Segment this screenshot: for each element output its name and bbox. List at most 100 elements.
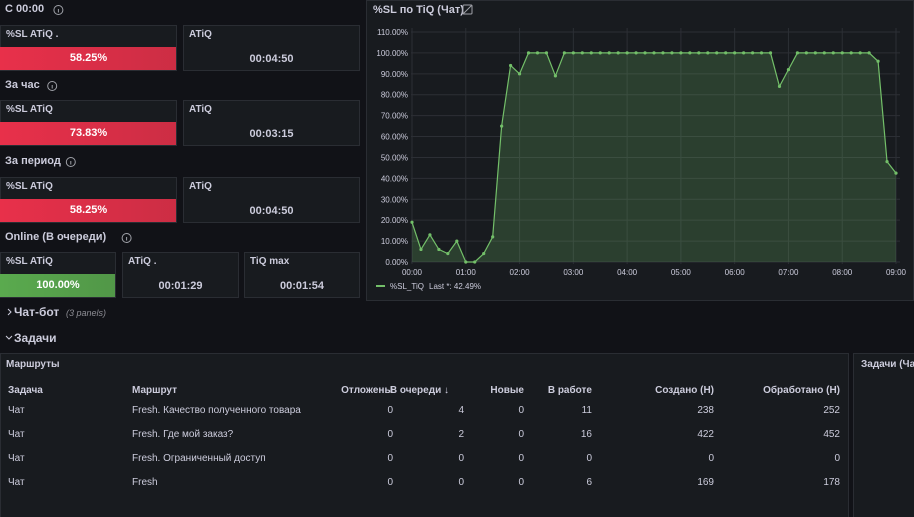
stat-panel — [122, 252, 239, 298]
table-cell: 16 — [580, 429, 592, 440]
table-cell: Fresh — [132, 477, 158, 488]
table-header: Новые — [490, 385, 524, 396]
table-cell: 452 — [823, 429, 840, 440]
table-cell: 0 — [387, 477, 393, 488]
point — [562, 51, 566, 55]
point — [616, 51, 620, 55]
table-cell: Чат — [8, 405, 25, 416]
mini-panel — [853, 353, 914, 517]
table-cell: 0 — [458, 477, 464, 488]
mini-title: Задачи (Ча — [861, 359, 914, 370]
table-cell: Fresh. Где мой заказ? — [132, 429, 234, 440]
chart-title: %SL по TiQ (Чат) — [373, 4, 464, 16]
point — [625, 51, 629, 55]
chevron[interactable] — [5, 335, 13, 340]
table-cell: 0 — [708, 453, 714, 464]
point — [410, 220, 414, 224]
y-tick-label: 40.00% — [381, 174, 408, 183]
point — [437, 247, 441, 252]
point — [715, 51, 719, 55]
table-header: В очереди ↓ — [389, 385, 449, 396]
icon — [462, 4, 473, 15]
stat-value: 00:04:50 — [249, 205, 294, 217]
point — [571, 51, 575, 55]
point — [544, 51, 549, 55]
legend-value: Last *: 42.49% — [429, 282, 481, 291]
table-cell: 169 — [697, 477, 714, 488]
point — [697, 51, 701, 55]
point — [428, 233, 432, 237]
table-cell: 6 — [586, 477, 592, 488]
stat-bar — [0, 274, 115, 297]
table-cell: 0 — [518, 477, 524, 488]
stat-value: 00:01:29 — [158, 280, 203, 292]
x-tick-label: 07:00 — [778, 268, 799, 277]
table-header: Задача — [8, 385, 43, 396]
point — [670, 51, 674, 55]
y-tick-label: 60.00% — [381, 133, 408, 142]
stat-panel — [244, 252, 360, 298]
point — [876, 59, 880, 63]
area — [412, 52, 896, 263]
point — [813, 51, 817, 55]
point — [517, 72, 522, 76]
table-header: Создано (Н) — [655, 385, 714, 396]
point — [849, 51, 853, 55]
table-cell: 11 — [581, 405, 592, 416]
y-tick-label: 80.00% — [381, 91, 408, 100]
point — [867, 51, 871, 55]
point — [858, 51, 862, 55]
table-panel — [0, 353, 849, 517]
table-cell: 0 — [387, 405, 393, 416]
stat-title: %SL ATiQ — [6, 104, 53, 115]
table-cell: Чат — [8, 453, 25, 464]
stat-title: %SL ATiQ . — [6, 29, 59, 40]
point — [688, 51, 692, 55]
point — [777, 84, 782, 88]
table-cell: 0 — [518, 405, 524, 416]
chevron[interactable] — [7, 308, 12, 316]
point — [795, 51, 800, 55]
row-title[interactable]: Чат-бот — [14, 305, 60, 319]
stat-value: 00:03:15 — [249, 128, 294, 140]
stat-panel — [183, 100, 360, 146]
table-cell: 0 — [458, 453, 464, 464]
table-header: Отложены — [341, 385, 393, 396]
point — [643, 51, 647, 55]
point — [526, 51, 531, 55]
table-cell: 0 — [387, 453, 393, 464]
table-cell: 0 — [387, 429, 393, 440]
legend-name: %SL_TiQ — [390, 282, 424, 291]
table-cell: Чат — [8, 429, 25, 440]
info-icon — [53, 5, 64, 15]
point — [661, 51, 665, 55]
point — [804, 51, 808, 55]
stat-title: %SL ATiQ — [6, 256, 53, 267]
info-icon — [121, 233, 132, 243]
point — [652, 51, 656, 55]
x-tick-label: 05:00 — [671, 268, 692, 277]
stat-title: ATiQ — [189, 181, 212, 192]
table-cell: 422 — [697, 429, 714, 440]
table-cell: 252 — [823, 405, 840, 416]
point — [831, 51, 835, 55]
info-icon — [65, 157, 76, 167]
row-note: (3 panels) — [66, 308, 107, 318]
point — [508, 63, 513, 68]
stat-title: ATiQ . — [128, 256, 157, 267]
row-title[interactable]: Задачи — [14, 331, 57, 345]
stat-value: 00:01:54 — [279, 280, 325, 292]
x-tick-label: 08:00 — [832, 268, 853, 277]
table-header: В работе — [547, 385, 592, 396]
table-title: Маршруты — [6, 359, 60, 370]
point — [733, 51, 737, 55]
point — [553, 74, 558, 78]
x-tick-label: 02:00 — [510, 268, 531, 277]
table-cell: 178 — [823, 477, 840, 488]
section-title: С 00:00 — [5, 3, 45, 15]
x-tick-label: 00:00 — [402, 268, 423, 277]
table-cell: 0 — [518, 453, 524, 464]
y-tick-label: 30.00% — [381, 195, 408, 204]
stat-title: %SL ATiQ — [6, 181, 53, 192]
